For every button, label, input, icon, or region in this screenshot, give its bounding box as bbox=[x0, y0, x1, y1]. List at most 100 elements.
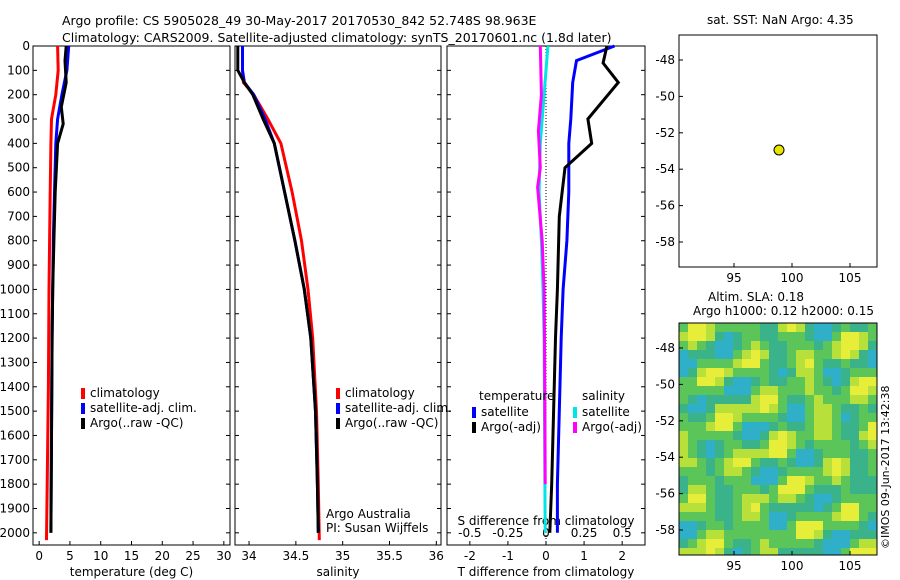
sla-cell bbox=[706, 323, 715, 332]
sla-cell bbox=[751, 440, 760, 449]
sla-cell bbox=[787, 395, 796, 404]
sla-cell bbox=[796, 323, 805, 332]
sla-cell bbox=[832, 404, 841, 413]
sla-cell bbox=[859, 359, 868, 368]
sla-cell bbox=[706, 332, 715, 341]
series-line bbox=[555, 44, 616, 533]
sla-cell bbox=[688, 341, 697, 350]
sla-cell bbox=[823, 467, 832, 476]
sla-cell bbox=[823, 359, 832, 368]
sla-cell bbox=[814, 350, 823, 359]
sla-cell bbox=[751, 521, 760, 530]
sla-cell bbox=[733, 476, 742, 485]
sla-cell bbox=[751, 359, 760, 368]
sla-cell bbox=[832, 476, 841, 485]
depth-tick-label: 1100 bbox=[0, 307, 30, 321]
legend-swatch bbox=[573, 407, 577, 418]
sla-cell bbox=[679, 323, 688, 332]
legend-sal-header: salinity bbox=[582, 389, 625, 403]
sla-cell bbox=[688, 350, 697, 359]
map-y-tick-label: -50 bbox=[655, 377, 675, 391]
sst-map-title: sat. SST: NaN Argo: 4.35 bbox=[707, 13, 854, 27]
depth-tick-label: 1900 bbox=[0, 501, 30, 515]
sla-cell bbox=[778, 539, 787, 548]
x-tick-label: 0 bbox=[542, 549, 550, 563]
sla-cell bbox=[769, 494, 778, 503]
sla-cell bbox=[751, 350, 760, 359]
sla-cell bbox=[724, 512, 733, 521]
sla-cell bbox=[814, 521, 823, 530]
sla-cell bbox=[724, 323, 733, 332]
sla-cell bbox=[832, 458, 841, 467]
sla-cell bbox=[814, 404, 823, 413]
sla-cell bbox=[778, 476, 787, 485]
sla-cell bbox=[715, 368, 724, 377]
sla-cell bbox=[850, 413, 859, 422]
sla-cell bbox=[805, 341, 814, 350]
sla-cell bbox=[796, 422, 805, 431]
sla-cell bbox=[859, 368, 868, 377]
sla-cell bbox=[733, 458, 742, 467]
sla-cell bbox=[751, 377, 760, 386]
sla-cell bbox=[859, 530, 868, 539]
depth-tick-label: 0 bbox=[22, 39, 30, 53]
sla-cell bbox=[841, 323, 850, 332]
sla-cell bbox=[859, 404, 868, 413]
sla-cell bbox=[841, 413, 850, 422]
sla-cell bbox=[868, 323, 877, 332]
sla-cell bbox=[733, 431, 742, 440]
sla-cell bbox=[850, 521, 859, 530]
sla-cell bbox=[814, 458, 823, 467]
series-line bbox=[49, 45, 68, 533]
sla-cell bbox=[751, 476, 760, 485]
sla-cell bbox=[706, 494, 715, 503]
sla-cell bbox=[769, 404, 778, 413]
sla-cell bbox=[787, 323, 796, 332]
sla-cell bbox=[742, 512, 751, 521]
sla-cell bbox=[697, 350, 706, 359]
sla-cell bbox=[796, 449, 805, 458]
sla-cell bbox=[706, 521, 715, 530]
sla-cell bbox=[769, 530, 778, 539]
sla-cell bbox=[832, 548, 841, 555]
map-y-tick-label: -58 bbox=[655, 523, 675, 537]
sla-cell bbox=[715, 377, 724, 386]
x-axis-label: T difference from climatology bbox=[457, 565, 635, 579]
sla-cell bbox=[697, 512, 706, 521]
sla-cell bbox=[760, 548, 769, 555]
sla-cell bbox=[823, 323, 832, 332]
sla-cell bbox=[805, 458, 814, 467]
sla-cell bbox=[805, 431, 814, 440]
sla-cell bbox=[724, 404, 733, 413]
sla-cell bbox=[859, 449, 868, 458]
sla-cell bbox=[832, 485, 841, 494]
sla-cell bbox=[724, 359, 733, 368]
sla-cell bbox=[742, 323, 751, 332]
sla-cell bbox=[796, 404, 805, 413]
sla-cell bbox=[724, 395, 733, 404]
sla-cell bbox=[850, 368, 859, 377]
sla-cell bbox=[715, 386, 724, 395]
sla-cell bbox=[706, 458, 715, 467]
x-tick-label: 0 bbox=[35, 549, 43, 563]
sla-cell bbox=[841, 548, 850, 555]
sla-cell bbox=[841, 332, 850, 341]
sla-cell bbox=[787, 467, 796, 476]
sla-cell bbox=[841, 386, 850, 395]
sla-cell bbox=[697, 332, 706, 341]
sla-cell bbox=[823, 530, 832, 539]
sla-cell bbox=[697, 368, 706, 377]
sla-cell bbox=[724, 422, 733, 431]
sla-cell bbox=[868, 395, 877, 404]
map-y-tick-label: -52 bbox=[655, 414, 675, 428]
sla-cell bbox=[751, 503, 760, 512]
panel-2: 34 34.5 35 35.5 36 salinity bbox=[234, 45, 444, 579]
sla-cell bbox=[742, 476, 751, 485]
sla-cell bbox=[688, 548, 697, 555]
sla-cell bbox=[742, 341, 751, 350]
sla-cell bbox=[841, 395, 850, 404]
sla-cell bbox=[769, 476, 778, 485]
sla-cell bbox=[760, 359, 769, 368]
sla-cell bbox=[679, 476, 688, 485]
sla-cell bbox=[742, 485, 751, 494]
